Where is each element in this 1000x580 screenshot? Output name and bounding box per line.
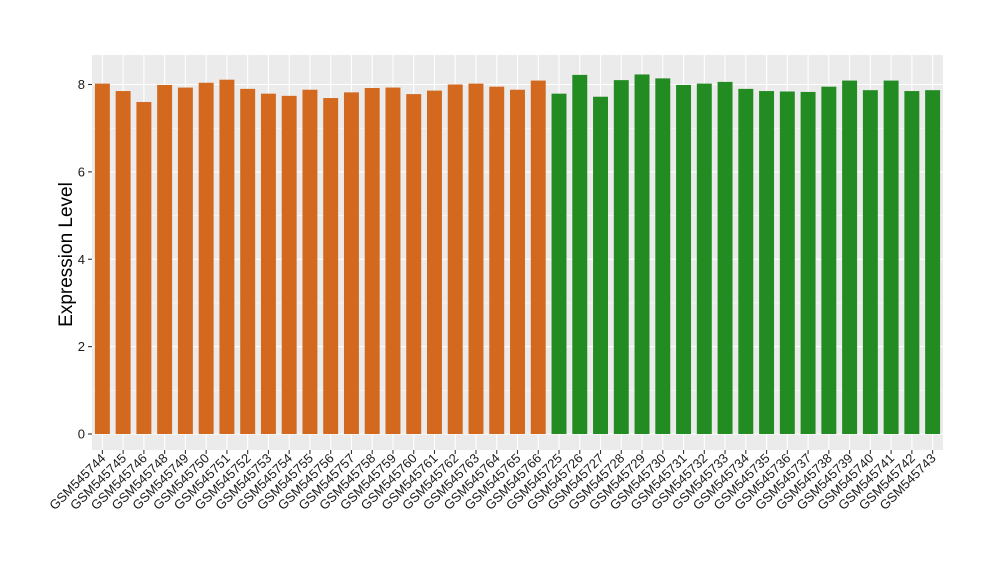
bar-GSM545763 (468, 83, 484, 434)
bar-GSM545760 (406, 94, 422, 435)
y-tick-label: 6 (78, 164, 85, 179)
bar-GSM545743 (925, 90, 941, 435)
bar-GSM545750 (198, 82, 214, 434)
bar-GSM545735 (759, 91, 775, 435)
bar-GSM545728 (613, 80, 629, 434)
bar-GSM545745 (115, 91, 131, 435)
bar-GSM545755 (302, 89, 318, 435)
bar-GSM545738 (821, 86, 837, 435)
bar-GSM545725 (551, 93, 567, 435)
bar-GSM545740 (862, 90, 878, 435)
y-tick-label: 2 (78, 339, 85, 354)
bar-GSM545761 (427, 90, 442, 435)
bar-GSM545741 (883, 80, 899, 434)
bar-GSM545757 (343, 92, 359, 435)
bar-GSM545765 (510, 89, 525, 435)
bar-GSM545731 (676, 84, 692, 434)
bar-GSM545746 (136, 101, 152, 434)
bar-GSM545729 (634, 74, 650, 434)
bar-GSM545758 (364, 88, 380, 434)
bar-GSM545732 (696, 83, 712, 434)
bar-GSM545754 (281, 95, 297, 435)
y-tick-label: 4 (78, 252, 85, 267)
bar-GSM545742 (904, 91, 920, 435)
y-axis: 0 2 4 6 8 (78, 77, 92, 442)
bar-GSM545737 (800, 91, 816, 435)
y-tick-label: 0 (78, 427, 85, 442)
bar-GSM545752 (240, 88, 256, 435)
bar-GSM545744 (94, 83, 110, 434)
bar-GSM545751 (219, 79, 235, 434)
bar-GSM545759 (385, 87, 401, 434)
bar-GSM545766 (530, 80, 546, 434)
bar-GSM545734 (738, 88, 754, 435)
bar-GSM545756 (323, 98, 339, 434)
x-axis: GSM545744GSM545745GSM545746GSM545748GSM5… (46, 450, 939, 513)
bar-GSM545727 (593, 96, 608, 434)
bar-GSM545753 (260, 93, 276, 435)
bar-GSM545762 (447, 84, 463, 434)
bar-GSM545733 (717, 81, 733, 434)
bar-GSM545736 (779, 91, 795, 435)
bar-GSM545748 (157, 84, 173, 434)
y-tick-label: 8 (78, 77, 85, 92)
bar-GSM545739 (842, 80, 858, 434)
bar-GSM545726 (572, 74, 588, 434)
bar-GSM545749 (177, 87, 193, 434)
bar-GSM545730 (655, 78, 671, 434)
y-axis-title: Expression Level (56, 182, 77, 327)
bars (94, 74, 941, 435)
bar-GSM545764 (489, 86, 505, 435)
